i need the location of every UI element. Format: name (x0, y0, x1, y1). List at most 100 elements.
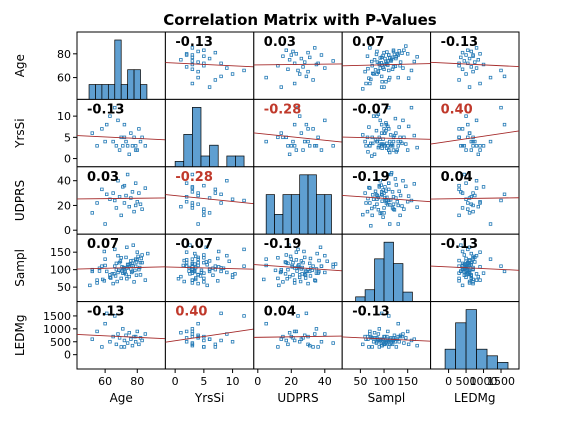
scatter-point (146, 251, 150, 256)
scatter-point (488, 75, 493, 80)
scatter-point (202, 213, 206, 218)
scatter-point (113, 314, 117, 318)
scatter-point (90, 211, 94, 215)
histogram-bar (316, 194, 326, 235)
scatter-point (415, 55, 419, 59)
scatter-point (296, 247, 300, 252)
scatter-point (466, 122, 470, 127)
y-axis-label: LEDMg (13, 315, 27, 356)
scatter-point (291, 139, 295, 144)
scatter-point (367, 345, 371, 349)
scatter-point (369, 224, 373, 228)
y-axis-label: Sampl (13, 249, 27, 287)
scatter-point (400, 334, 404, 339)
scatter-point (135, 329, 139, 334)
scatter-point (100, 187, 104, 192)
scatter-point (202, 280, 206, 284)
scatter-point (190, 343, 195, 348)
scatter-point (301, 65, 305, 69)
histogram-bar (299, 174, 309, 235)
scatter-point (207, 56, 212, 61)
scatter-point (299, 56, 304, 61)
scatter-point (308, 144, 312, 148)
scatter-point (481, 185, 486, 189)
scatter-point (382, 206, 386, 210)
scatter-point (308, 256, 313, 261)
matrix-cell-yrssi-age: -0.13 (76, 98, 166, 168)
scatter-point (230, 72, 235, 76)
scatter-point (387, 181, 391, 185)
scatter-point (409, 68, 414, 73)
scatter-point (122, 122, 127, 127)
scatter-point (130, 190, 135, 194)
scatter-point (372, 58, 377, 62)
scatter-point (103, 139, 107, 144)
scatter-point (225, 178, 229, 183)
scatter-point (122, 338, 127, 343)
cell-frame (164, 166, 255, 235)
scatter-point (103, 321, 107, 326)
scatter-point (193, 268, 197, 273)
y-axis-label: Age (13, 54, 27, 77)
scatter-point (331, 341, 335, 345)
scatter-point (308, 274, 313, 278)
correlation-label: 0.04 (264, 305, 296, 320)
scatter-point (379, 74, 384, 79)
scatter-point (108, 197, 112, 201)
scatter-point (396, 75, 400, 80)
fit-line (342, 63, 431, 67)
scatter-point (363, 191, 367, 195)
scatter-point (101, 277, 105, 282)
scatter-point (397, 49, 401, 53)
cell-frame (430, 166, 520, 235)
scatter-point (363, 69, 367, 74)
scatter-point (129, 131, 133, 135)
y-axis-label: UDPRS (13, 180, 27, 221)
scatter-point (478, 250, 482, 254)
scatter-point (219, 74, 223, 79)
scatter-point (127, 204, 131, 209)
scatter-point (207, 259, 212, 263)
scatter-point (118, 259, 123, 263)
scatter-point (292, 144, 297, 148)
histogram-bar (209, 144, 219, 168)
scatter-point (412, 182, 417, 186)
scatter-point (466, 61, 470, 66)
scatter-point (202, 54, 206, 58)
scatter-point (242, 314, 246, 318)
scatter-point (303, 269, 308, 273)
scatter-point (137, 191, 141, 195)
scatter-point (469, 277, 474, 281)
scatter-point (467, 279, 472, 284)
scatter-point (202, 256, 206, 260)
histogram-bar (235, 155, 245, 168)
scatter-point (302, 139, 307, 144)
scatter-point (369, 141, 373, 146)
scatter-point (196, 272, 200, 277)
scatter-point (204, 245, 208, 249)
histogram-bar (101, 84, 109, 100)
scatter-point (279, 131, 283, 135)
scatter-point (460, 283, 465, 288)
scatter-point (467, 56, 472, 61)
scatter-point (471, 191, 475, 195)
scatter-point (378, 211, 382, 216)
scatter-point (478, 148, 482, 152)
scatter-point (374, 52, 379, 57)
scatter-point (395, 52, 399, 56)
scatter-point (128, 262, 132, 266)
scatter-point (379, 341, 383, 345)
x-axis-label: Sampl (368, 391, 406, 405)
scatter-point (130, 144, 135, 148)
scatter-point (457, 187, 461, 192)
scatter-point (388, 139, 392, 144)
scatter-point (124, 193, 128, 198)
scatter-point (264, 257, 268, 261)
scatter-point (499, 264, 503, 268)
scatter-point (459, 269, 463, 273)
scatter-point (125, 277, 129, 281)
scatter-point (281, 280, 285, 284)
scatter-point (296, 68, 300, 73)
scatter-point (386, 172, 390, 177)
scatter-point (371, 114, 376, 118)
